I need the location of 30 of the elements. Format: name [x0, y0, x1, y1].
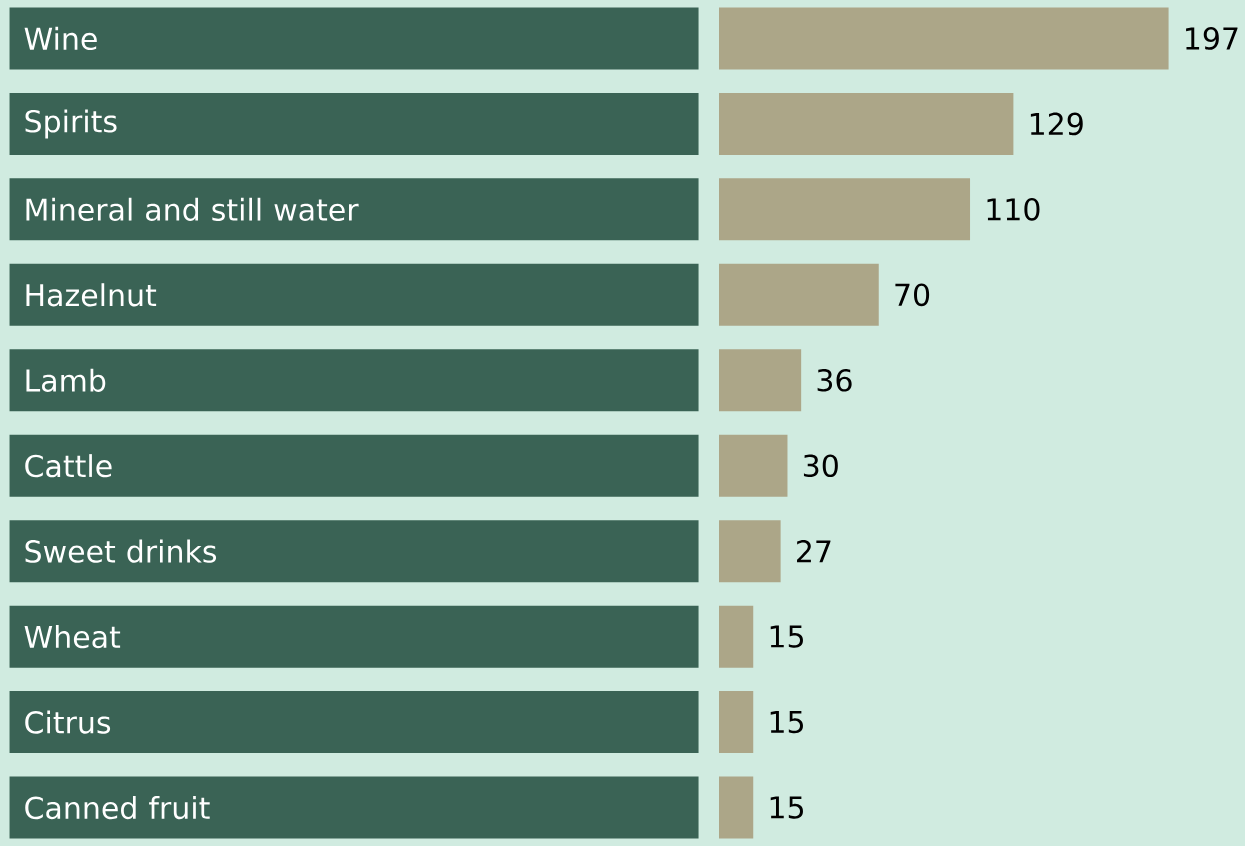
bar	[719, 263, 879, 326]
y-tick-label: Wine	[24, 26, 97, 51]
data-label: 36	[817, 368, 852, 392]
bar	[719, 691, 754, 754]
data-label: 197	[1186, 27, 1238, 50]
bar	[719, 605, 754, 668]
data-label: 15	[770, 625, 803, 648]
bar	[719, 7, 1169, 70]
data-label: 15	[770, 796, 803, 819]
y-tick-label: Citrus	[25, 710, 111, 734]
data-label: 15	[770, 710, 803, 734]
bar	[719, 776, 754, 839]
bar	[719, 349, 802, 412]
y-tick-label: Mineral and still water	[26, 197, 359, 221]
bar	[719, 520, 781, 583]
bar	[719, 92, 1014, 155]
data-label: 70	[895, 283, 930, 307]
data-label: 129	[1030, 112, 1083, 136]
y-tick-label: Sweet drinks	[25, 539, 217, 563]
y-tick-label: Wheat	[24, 625, 121, 649]
data-label: 30	[803, 454, 838, 478]
y-tick-label: Cattle	[25, 454, 112, 478]
y-tick-label: Canned fruit	[25, 795, 210, 820]
y-tick-label: Lamb	[26, 368, 106, 392]
y-tick-label: Hazelnut	[26, 283, 157, 307]
bar	[719, 434, 788, 497]
y-tick-label: Spirits	[25, 109, 117, 139]
bar	[719, 178, 971, 241]
data-label: 27	[797, 540, 831, 563]
data-label: 110	[987, 198, 1040, 221]
